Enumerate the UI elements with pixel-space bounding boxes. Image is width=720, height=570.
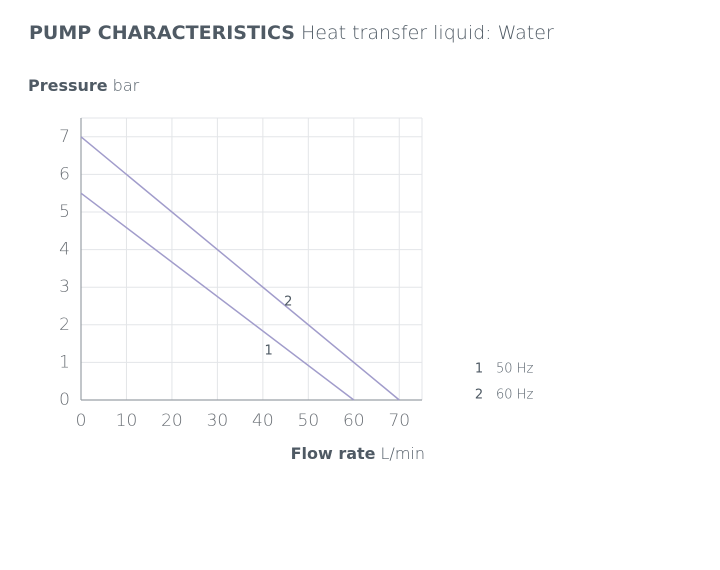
y-unit: bar — [113, 76, 140, 95]
y-axis-title: Pressure bar — [28, 76, 140, 95]
x-tick-label: 10 — [116, 411, 138, 431]
chart-title: PUMP CHARACTERISTICS — [29, 22, 295, 44]
x-tick-label: 60 — [343, 411, 365, 431]
chart-heading: PUMP CHARACTERISTICS Heat transfer liquid… — [29, 22, 554, 44]
y-tick-label: 3 — [59, 277, 70, 297]
y-tick-label: 5 — [59, 202, 70, 222]
x-tick-label: 20 — [161, 411, 183, 431]
chart-subtitle: Heat transfer liquid: Water — [301, 22, 554, 44]
line-label: 2 — [284, 295, 292, 310]
legend-key: 2 — [475, 388, 483, 403]
x-axis-title: Flow rate L/min — [291, 444, 425, 463]
y-tick-label: 2 — [59, 315, 70, 335]
y-tick-label: 0 — [59, 390, 70, 410]
y-label: Pressure — [28, 76, 108, 95]
legend-label: 60 Hz — [496, 388, 533, 403]
series-line — [80, 136, 400, 401]
x-tick-label: 70 — [388, 411, 410, 431]
line-label: 1 — [265, 344, 273, 359]
x-unit: L/min — [381, 444, 425, 463]
x-tick-label: 40 — [252, 411, 274, 431]
y-tick-label: 1 — [59, 352, 70, 372]
x-tick-label: 30 — [207, 411, 229, 431]
x-tick-label: 0 — [76, 411, 87, 431]
x-tick-label: 50 — [298, 411, 320, 431]
x-label: Flow rate — [291, 444, 376, 463]
y-tick-label: 7 — [59, 127, 70, 147]
series-line — [80, 192, 355, 401]
legend-label: 50 Hz — [496, 362, 533, 377]
legend-key: 1 — [475, 362, 483, 377]
y-tick-label: 6 — [59, 164, 70, 184]
y-tick-label: 4 — [59, 240, 70, 260]
